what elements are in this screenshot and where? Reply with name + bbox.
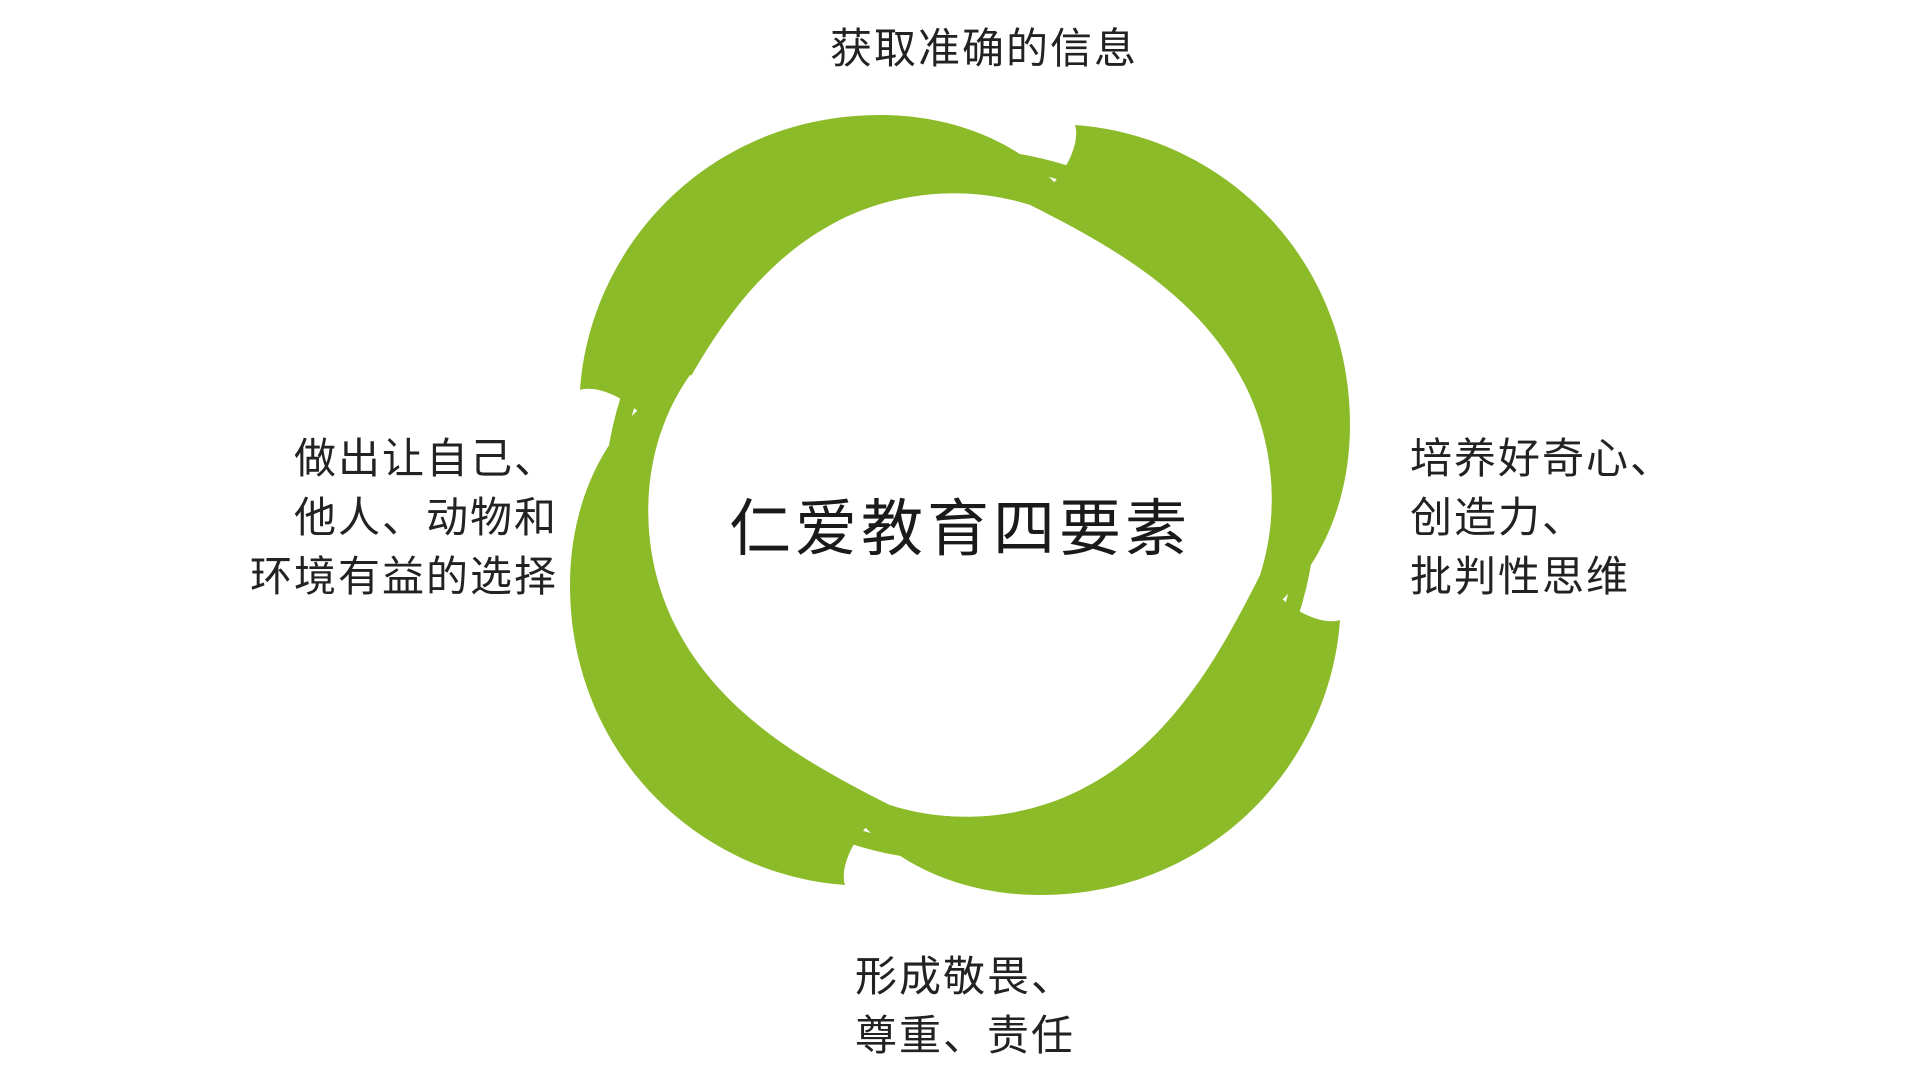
element-label-top: 获取准确的信息: [830, 20, 1138, 79]
element-label-line: 形成敬畏、: [855, 952, 1076, 1001]
element-label-line: 尊重、责任: [855, 1010, 1076, 1060]
center-title: 仁爱教育四要素: [728, 492, 1191, 565]
element-label-line: 创造力、: [1410, 492, 1587, 542]
element-label-line: 做出让自己、: [294, 434, 559, 483]
center-disc: [745, 290, 1175, 720]
element-label-line: 培养好奇心、: [1410, 434, 1675, 483]
element-label-right: 培养好奇心、 创造力、 批判性思维: [1410, 430, 1674, 606]
element-label-line: 获取准确的信息: [830, 24, 1139, 73]
element-label-line: 批判性思维: [1410, 551, 1631, 601]
element-label-line: 他人、动物和: [294, 492, 559, 542]
element-label-line: 环境有益的选择: [250, 551, 559, 601]
element-label-bottom: 形成敬畏、 尊重、责任: [855, 948, 1075, 1066]
leaf-bottom-left: [570, 375, 910, 885]
element-label-left: 做出让自己、 他人、动物和 环境有益的选择: [250, 430, 558, 606]
